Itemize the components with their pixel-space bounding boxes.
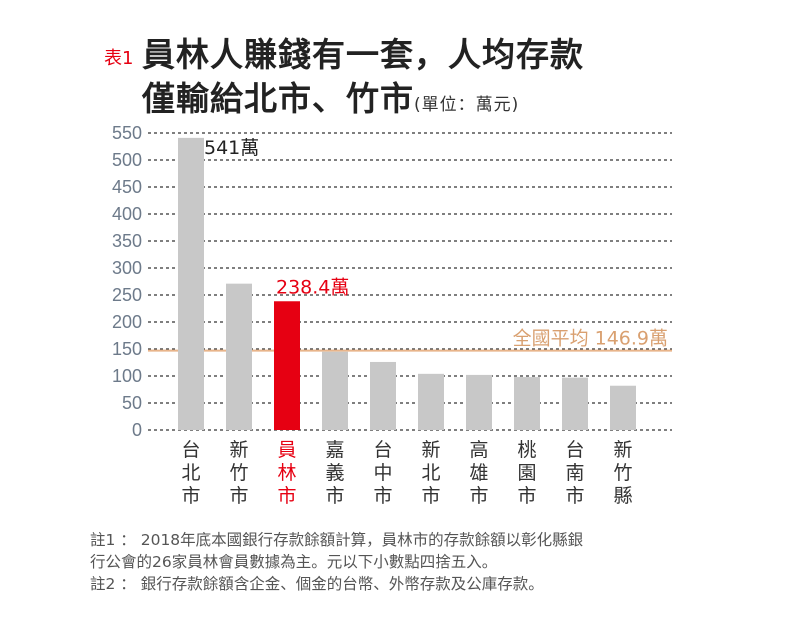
y-tick-label: 300 bbox=[112, 258, 142, 278]
y-tick-label: 500 bbox=[112, 150, 142, 170]
average-label: 全國平均 146.9萬 bbox=[513, 328, 668, 350]
unit-label: (單位：萬元) bbox=[414, 95, 520, 115]
bar-5 bbox=[418, 373, 444, 430]
bar-6 bbox=[466, 374, 492, 430]
bar-0 bbox=[178, 137, 204, 431]
bar-3 bbox=[322, 351, 348, 430]
note-line: 註1 ： 2018年底本國銀行存款餘額計算，員林市的存款餘額以彰化縣銀 bbox=[90, 531, 584, 549]
y-tick-label: 250 bbox=[112, 285, 142, 305]
x-tick-label-char: 市 bbox=[277, 485, 296, 507]
note-line: 行公會的26家員林會員數據為主。元以下小數點四捨五入。 bbox=[90, 553, 498, 571]
y-tick-label: 400 bbox=[112, 204, 142, 224]
x-tick-label-char: 市 bbox=[469, 485, 488, 507]
x-tick-label-char: 林 bbox=[277, 462, 296, 484]
x-tick-label-char: 新 bbox=[229, 439, 248, 461]
chart-title-line2: 僅輸給北市、竹市(單位：萬元) bbox=[142, 72, 519, 120]
x-tick-label-char: 市 bbox=[565, 485, 584, 507]
x-tick-label-char: 竹 bbox=[613, 462, 632, 484]
y-tick-label: 550 bbox=[112, 123, 142, 143]
x-tick-label-char: 縣 bbox=[613, 485, 632, 507]
chart-title-line1: 員林人賺錢有一套，人均存款 bbox=[142, 35, 584, 74]
y-tick-label: 350 bbox=[112, 231, 142, 251]
bar-7 bbox=[514, 377, 540, 430]
y-tick-label: 0 bbox=[132, 420, 142, 440]
x-tick-label-char: 桃 bbox=[517, 439, 536, 461]
x-tick-label-char: 新 bbox=[421, 439, 440, 461]
data-label: 541萬 bbox=[204, 137, 259, 159]
y-tick-label: 150 bbox=[112, 339, 142, 359]
x-tick-label-char: 北 bbox=[181, 462, 200, 484]
footnotes: 註1 ： 2018年底本國銀行存款餘額計算，員林市的存款餘額以彰化縣銀 行公會的… bbox=[90, 529, 583, 595]
x-tick-label-char: 義 bbox=[325, 462, 344, 484]
x-tick-label-char: 台 bbox=[181, 439, 200, 461]
y-tick-label: 100 bbox=[112, 366, 142, 386]
bar-9 bbox=[610, 385, 636, 430]
data-label: 238.4萬 bbox=[276, 276, 349, 298]
x-tick-label-char: 市 bbox=[229, 485, 248, 507]
bar-8 bbox=[562, 377, 588, 430]
table-tag: 表1 bbox=[104, 48, 134, 69]
x-tick-label-char: 雄 bbox=[469, 462, 488, 484]
y-tick-label: 200 bbox=[112, 312, 142, 332]
x-tick-label-char: 園 bbox=[517, 462, 536, 484]
x-tick-label-char: 市 bbox=[421, 485, 440, 507]
x-tick-label-char: 中 bbox=[373, 462, 392, 484]
x-tick-label-char: 北 bbox=[421, 462, 440, 484]
bar-1 bbox=[226, 283, 252, 430]
x-tick-label-char: 新 bbox=[613, 439, 632, 461]
x-tick-label-char: 市 bbox=[325, 485, 344, 507]
x-tick-label-char: 市 bbox=[181, 485, 200, 507]
note-line: 註2 ： 銀行存款餘額含企金、個金的台幣、外幣存款及公庫存款。 bbox=[90, 575, 544, 593]
x-tick-label-char: 竹 bbox=[229, 462, 248, 484]
x-tick-label-char: 市 bbox=[517, 485, 536, 507]
bar-2 bbox=[274, 301, 300, 430]
x-tick-label-char: 高 bbox=[469, 439, 488, 461]
x-tick-label-char: 市 bbox=[373, 485, 392, 507]
y-tick-label: 50 bbox=[122, 393, 142, 413]
x-tick-label-char: 員 bbox=[277, 439, 296, 461]
x-tick-label-char: 南 bbox=[565, 462, 584, 484]
bar-4 bbox=[370, 361, 396, 430]
x-tick-label-char: 台 bbox=[373, 439, 392, 461]
y-tick-label: 450 bbox=[112, 177, 142, 197]
x-tick-label-char: 台 bbox=[565, 439, 584, 461]
x-tick-label-char: 嘉 bbox=[325, 439, 344, 461]
chart-title-line2-text: 僅輸給北市、竹市 bbox=[142, 79, 414, 118]
